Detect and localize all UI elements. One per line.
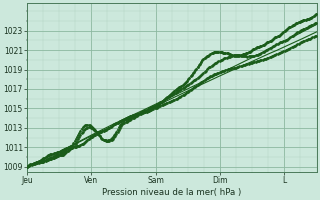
X-axis label: Pression niveau de la mer( hPa ): Pression niveau de la mer( hPa ) [102, 188, 241, 197]
